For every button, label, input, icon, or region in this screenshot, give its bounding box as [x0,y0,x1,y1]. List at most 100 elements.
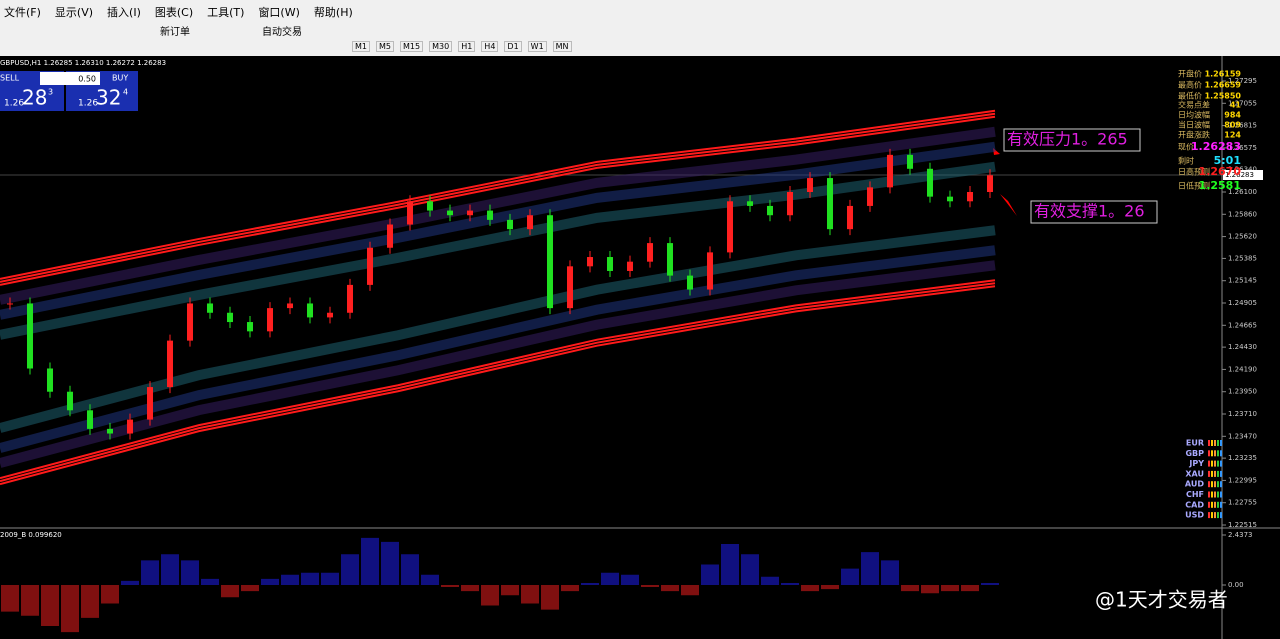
band-line [0,279,996,480]
candle-body [207,303,213,313]
candle-body [327,312,333,318]
menu-item[interactable]: 图表(C) [154,6,194,19]
price-tick-label: 1.23950 [1228,388,1257,396]
info-label: 日均波幅 [1178,110,1210,120]
strength-bar [1214,460,1216,467]
new-order-button[interactable]: 新订单 [160,27,190,38]
candle-body [287,303,293,309]
candle-body [947,196,953,202]
candle-body [367,247,373,285]
strength-bar [1217,512,1219,519]
current-price-label: 1.26283 [1225,171,1254,179]
candle-body [967,192,973,202]
menu-item[interactable]: 工具(T) [207,6,245,19]
strength-bar [1217,440,1219,446]
strength-bar [1211,491,1213,498]
candle-body [867,187,873,206]
lot-input[interactable]: 0.50 [78,75,96,84]
info-label: 开盘价 [1178,69,1202,79]
strength-bar [1220,491,1222,498]
strength-bar [1211,460,1213,467]
band-inner [0,126,996,305]
timeframe-button[interactable]: M1 [352,41,370,52]
candle-body [467,210,473,216]
menu-item[interactable]: 显示(V) [54,6,94,19]
band-line [0,112,996,283]
buy-small: 4 [123,88,128,97]
timeframe-button[interactable]: MN [552,41,572,52]
price-tick-label: 1.24430 [1228,343,1257,351]
timeframe-button[interactable]: D1 [504,41,522,52]
menu-item[interactable]: 帮助(H) [313,6,353,19]
sell-prefix: 1.26 [4,99,24,109]
menu-item[interactable]: 文件(F) [4,6,41,19]
timeframe-button[interactable]: M30 [429,41,453,52]
band-inner [0,141,996,320]
candle-body [667,243,673,276]
strength-bar [1214,491,1216,498]
chart-header: GBPUSD,H1 1.26285 1.26310 1.26272 1.2628… [0,59,166,67]
candle-body [27,303,33,369]
price-tick-label: 1.26815 [1228,122,1257,130]
info-label: 当日波幅 [1178,120,1210,130]
auto-trade-button[interactable]: 自动交易 [262,27,302,38]
candle-body [627,261,633,271]
strength-bar [1214,512,1216,519]
info-label: 现价 [1178,143,1194,152]
info-value: 41 [1230,101,1242,110]
indicator-tick-label: 0.00 [1228,581,1244,589]
candle-body [707,252,713,290]
timeframe-button[interactable]: W1 [527,41,547,52]
timeframe-button[interactable]: H1 [458,41,476,52]
candle-body [607,257,613,271]
candle-body [107,428,113,434]
currency-label: CAD [1185,500,1204,509]
timeframe-button[interactable]: M5 [376,41,394,52]
candle-body [907,154,913,169]
strength-bar [1217,470,1219,477]
candle-body [427,201,433,211]
price-tick-label: 1.26340 [1228,166,1257,174]
strength-bar [1220,512,1222,519]
candle-body [247,322,253,332]
price-tick-label: 1.26575 [1228,144,1257,152]
indicator-label: 2009_B 0.099620 [0,531,62,539]
candle-body [407,201,413,225]
strength-bar [1220,501,1222,508]
menu-item[interactable]: 插入(I) [107,6,141,19]
candle-body [447,210,453,216]
strength-bar [1211,512,1213,519]
candle-body [127,419,133,434]
candle-body [807,178,813,193]
candle-body [567,266,573,309]
candle-body [747,201,753,206]
band-line [0,109,996,280]
sell-button[interactable]: SELL [0,74,20,83]
timeframe-button[interactable]: H4 [481,41,499,52]
strength-bar [1208,512,1210,519]
strength-bar [1217,491,1219,498]
strength-bar [1217,481,1219,488]
price-tick-label: 1.22995 [1228,476,1257,484]
info-value: 5:01 [1214,154,1241,167]
info-label: 最低价 [1178,91,1202,101]
timeframe-button[interactable]: M15 [400,41,424,52]
strength-bar [1217,501,1219,508]
watermark: @1天才交易者 [1095,588,1228,612]
strength-bar [1217,450,1219,457]
menu-item[interactable]: 窗口(W) [258,6,300,19]
menu-bar: 文件(F) 显示(V) 插入(I) 图表(C) 工具(T) 窗口(W) 帮助(H) [0,4,353,19]
price-tick-label: 1.24665 [1228,321,1257,329]
strength-bar [1211,440,1213,446]
band-line [0,285,996,486]
candle-body [387,224,393,248]
price-tick-label: 1.25145 [1228,277,1257,285]
strength-bar [1208,470,1210,477]
current-price-box [1223,170,1263,181]
price-tick-label: 1.23710 [1228,410,1257,418]
toolbar-area: 文件(F) 显示(V) 插入(I) 图表(C) 工具(T) 窗口(W) 帮助(H) 新订单 … [0,0,1280,56]
buy-button[interactable]: BUY [112,74,128,83]
info-label: 剩时 [1178,156,1194,166]
price-tick-label: 1.27055 [1228,99,1257,107]
sell-big: 28 [22,86,47,110]
